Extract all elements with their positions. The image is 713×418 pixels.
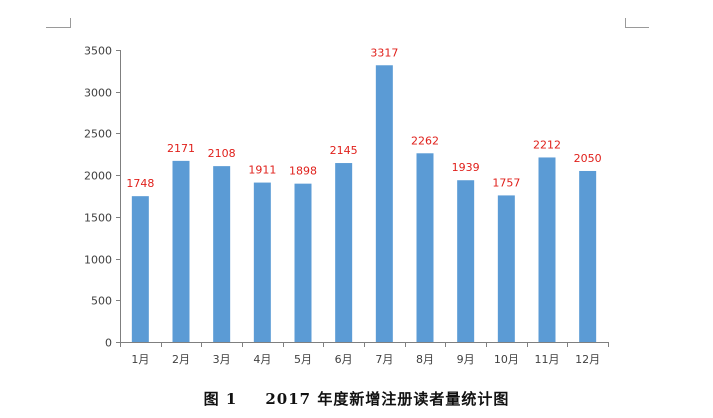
data-label: 2050 <box>574 152 602 165</box>
bar <box>579 170 597 342</box>
data-label: 1898 <box>289 165 317 178</box>
x-tick-label: 1月 <box>131 353 149 366</box>
bar <box>497 195 515 342</box>
data-label: 1939 <box>452 161 480 174</box>
bar <box>172 160 190 342</box>
y-tick-label: 2500 <box>84 128 112 141</box>
data-label: 1911 <box>248 164 276 177</box>
y-tick-label: 2000 <box>84 170 112 183</box>
bar <box>253 182 271 342</box>
figure-number: 图 1 <box>203 390 238 408</box>
bar <box>375 65 393 342</box>
chart-axes: 0 500 1000 1500 2000 2500 3000 3500 1月 2月 3月 4月 5月 6月… <box>84 45 609 366</box>
y-tick-label: 3000 <box>84 87 112 100</box>
bar <box>131 196 149 342</box>
data-label: 2145 <box>330 144 358 157</box>
bar <box>294 183 312 342</box>
bar <box>457 180 475 342</box>
data-label: 2108 <box>208 147 236 160</box>
page-corner-marks <box>46 18 649 28</box>
x-tick-label: 5月 <box>294 353 312 366</box>
data-label: 1748 <box>126 177 154 190</box>
x-tick-label: 6月 <box>335 353 353 366</box>
y-tick-label: 0 <box>105 337 112 350</box>
x-tick-label: 10月 <box>494 353 519 366</box>
data-label: 2262 <box>411 134 439 147</box>
data-label: 1757 <box>492 176 520 189</box>
bar <box>416 153 434 342</box>
x-tick-label: 2月 <box>172 353 190 366</box>
chart-data-labels: 1748 2171 2108 1911 1898 2145 3317 2262 1939 1757… <box>126 46 601 190</box>
x-tick-label: 11月 <box>535 353 560 366</box>
x-tick-label: 8月 <box>416 353 434 366</box>
x-tick-label: 9月 <box>457 353 475 366</box>
x-tick-label: 7月 <box>375 353 393 366</box>
y-tick-label: 500 <box>91 295 112 308</box>
figure-title: 2017 年度新增注册读者量统计图 <box>265 390 510 408</box>
x-tick-label: 3月 <box>213 353 231 366</box>
bar <box>335 163 353 342</box>
bar <box>213 166 231 342</box>
y-tick-label: 1500 <box>84 212 112 225</box>
figure-caption: 图 1 2017 年度新增注册读者量统计图 <box>0 388 713 409</box>
x-tick-label: 12月 <box>575 353 600 366</box>
data-label: 3317 <box>370 46 398 59</box>
x-tick-label: 4月 <box>253 353 271 366</box>
bar <box>538 157 556 342</box>
y-tick-label: 1000 <box>84 254 112 267</box>
data-label: 2212 <box>533 138 561 151</box>
y-tick-label: 3500 <box>84 45 112 58</box>
data-label: 2171 <box>167 142 195 155</box>
chart-bars <box>131 65 597 342</box>
